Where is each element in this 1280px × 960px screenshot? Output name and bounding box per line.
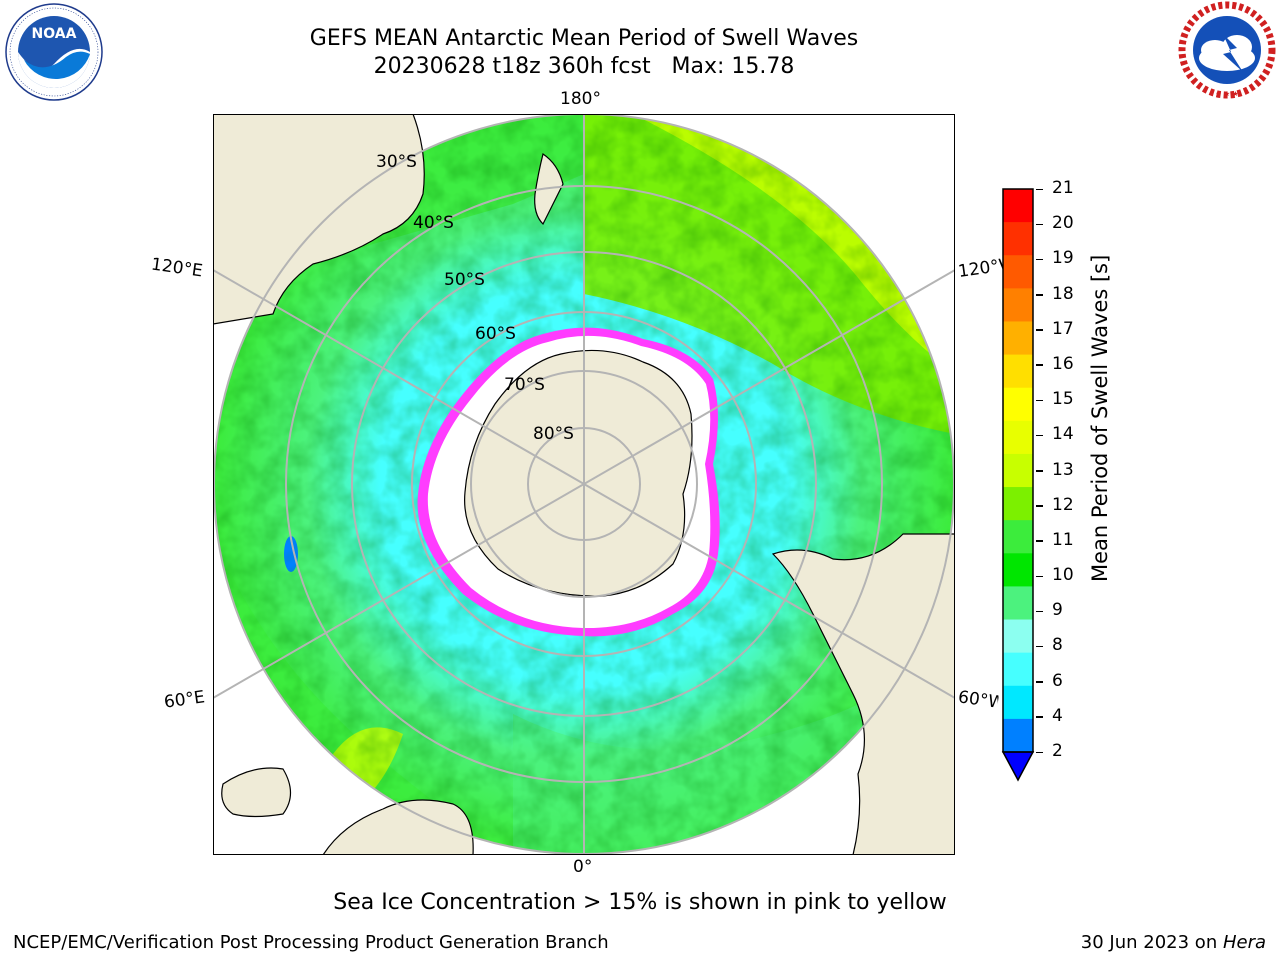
colorbar-tick-label: 14 (1052, 424, 1074, 445)
lat-label-70s: 70°S (504, 375, 545, 395)
colorbar-tick-mark (1036, 258, 1043, 261)
svg-text:★ ★ ★: ★ ★ ★ (1215, 90, 1238, 98)
lat-label-30s: 30°S (376, 152, 417, 172)
colorbar-tick-label: 4 (1052, 705, 1063, 726)
footer-date: 30 Jun 2023 on Hera (1081, 932, 1266, 953)
colorbar-block (1003, 222, 1033, 256)
chart-subtitle: 20230628 t18z 360h fcst Max: 15.78 (373, 54, 795, 79)
colorbar-block (1003, 387, 1033, 422)
colorbar-title: Mean Period of Swell Waves [s] (1088, 254, 1112, 582)
polar-map (213, 114, 955, 855)
colorbar-block (1003, 189, 1033, 223)
colorbar-block (1003, 685, 1033, 720)
colorbar-block (1003, 619, 1033, 654)
colorbar-tick-mark (1036, 434, 1043, 437)
sea-ice-caption: Sea Ice Concentration > 15% is shown in … (333, 890, 947, 915)
colorbar-block (1003, 255, 1033, 289)
chart-title: GEFS MEAN Antarctic Mean Period of Swell… (309, 26, 859, 51)
colorbar-tick-label: 11 (1052, 529, 1074, 550)
colorbar-tick-label: 2 (1052, 741, 1063, 761)
colorbar-tick-mark (1036, 399, 1043, 402)
colorbar-tick-label: 21 (1052, 178, 1074, 198)
colorbar-tick-mark (1036, 294, 1043, 296)
australia-land (213, 114, 425, 325)
colorbar-tick-label: 19 (1052, 248, 1074, 269)
colorbar-block (1003, 718, 1033, 753)
colorbar-block (1003, 586, 1033, 621)
lon-label-180: 180° (560, 89, 601, 109)
colorbar-tick-label: 6 (1052, 670, 1063, 691)
colorbar-tick-mark (1036, 540, 1043, 542)
colorbar-tick-label: 13 (1052, 459, 1074, 480)
lat-label-50s: 50°S (444, 270, 485, 290)
colorbar-tick-label: 20 (1052, 213, 1074, 234)
colorbar-block (1003, 354, 1033, 389)
nws-logo-icon: ★ ★ ★ (1178, 1, 1276, 99)
colorbar-tick-label: 17 (1052, 318, 1074, 339)
lon-label-120e: 120°E (149, 254, 204, 282)
africa-land (322, 799, 474, 855)
colorbar-tick-mark (1036, 364, 1043, 366)
colorbar-tick-label: 10 (1052, 565, 1074, 586)
colorbar-tick-mark (1036, 610, 1043, 613)
colorbar-block (1003, 420, 1033, 455)
colorbar-tick-label: 8 (1052, 635, 1063, 656)
colorbar-block (1003, 553, 1033, 587)
noaa-logo-icon: NOAA (5, 3, 103, 101)
colorbar-tick-mark (1036, 470, 1043, 472)
colorbar-block (1003, 652, 1033, 687)
south-america-land (771, 533, 955, 855)
footer-host: Hera (1222, 932, 1266, 953)
lon-label-60w: 60°W (956, 687, 1000, 713)
colorbar-block (1003, 520, 1033, 554)
colorbar-tick-label: 18 (1052, 283, 1074, 304)
colorbar-tick-mark (1036, 645, 1043, 648)
colorbar-tick-mark (1036, 716, 1043, 718)
colorbar-block (1003, 288, 1033, 322)
colorbar-tick-mark (1036, 188, 1043, 190)
colorbar-block (1003, 321, 1033, 356)
colorbar-tick-mark (1036, 751, 1043, 753)
footer-date-text: 30 Jun 2023 on (1080, 932, 1223, 953)
colorbar-tick-mark (1036, 575, 1043, 578)
madagascar-land (221, 767, 292, 818)
colorbar-tick-label: 12 (1052, 494, 1074, 515)
lat-label-80s: 80°S (533, 424, 574, 444)
colorbar-tick-mark (1036, 329, 1043, 331)
svg-text:NOAA: NOAA (32, 26, 77, 42)
colorbar-tick-mark (1036, 681, 1043, 683)
lon-label-60e: 60°E (162, 687, 207, 713)
footer-credit: NCEP/EMC/Verification Post Processing Pr… (13, 932, 609, 953)
colorbar-tick-mark (1036, 223, 1043, 226)
colorbar-tick-label: 16 (1052, 353, 1074, 374)
colorbar-tick-mark (1036, 505, 1043, 507)
lat-label-40s: 40°S (413, 213, 454, 233)
lon-label-0: 0° (573, 857, 593, 877)
colorbar-block (1003, 487, 1033, 521)
colorbar-tick-label: 9 (1052, 600, 1063, 621)
colorbar-extend-arrow (1001, 751, 1035, 782)
colorbar-block (1003, 453, 1033, 488)
lat-label-60s: 60°S (475, 324, 516, 344)
colorbar-tick-label: 15 (1052, 389, 1074, 410)
colorbar (1001, 188, 1035, 782)
